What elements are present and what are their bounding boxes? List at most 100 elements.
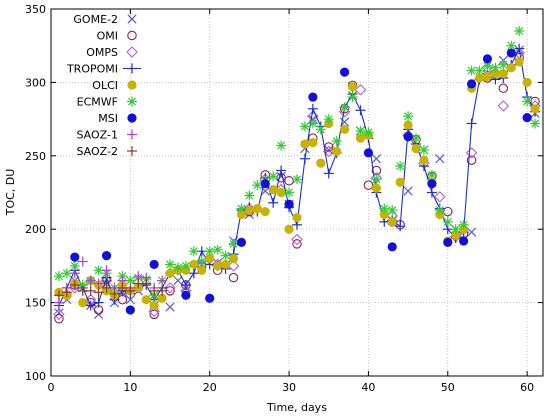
data-point-ecmwf [252,180,263,191]
data-point-olci [284,224,294,234]
data-point-ecmwf [268,171,279,182]
data-point-tropomi [514,43,525,54]
legend-item-ecmwf: ECMWF [77,96,137,109]
data-point-ecmwf [450,224,461,235]
data-point-olci [530,104,540,114]
data-point-gome-2 [435,154,445,164]
data-point-ecmwf [188,246,199,257]
data-point-saoz-1 [77,256,88,267]
legend-label: ECMWF [77,96,118,109]
data-point-olci [395,177,405,187]
y-tick-label: 350 [25,3,46,16]
data-point-olci [157,293,167,303]
data-point-omps [465,147,478,159]
x-axis-label: Time, days [266,401,327,414]
legend-item-tropomi: TROPOMI [66,63,141,76]
grid [50,8,543,377]
data-point-ecmwf [458,219,469,230]
data-point-olci [213,261,223,271]
data-point-olci [379,209,389,220]
data-point-ecmwf [371,174,382,185]
data-point-tropomi [180,279,191,290]
legend-marker [127,80,137,90]
data-point-olci [403,120,413,130]
data-point-omps [164,282,176,294]
legend-label: MSI [98,112,118,125]
data-point-ecmwf [244,190,255,201]
data-point-saoz-2 [101,282,112,293]
data-point-olci [411,143,421,154]
data-point-msi [427,179,437,189]
data-point-tropomi [188,268,199,279]
data-point-msi [236,237,247,248]
series-saoz-2 [53,278,168,301]
data-point-olci [340,124,350,134]
data-point-ecmwf [315,124,326,135]
y-tick-label: 100 [25,370,46,383]
legend-label: SAOZ-2 [77,145,119,158]
series-ecmwf [53,26,541,301]
data-point-saoz-1 [101,265,112,276]
legend-label: TROPOMI [66,63,118,76]
data-point-gome-2 [165,302,175,312]
data-point-omps [434,191,446,203]
data-point-ecmwf [196,256,207,267]
data-point-msi [506,48,516,58]
data-point-tropomi [466,118,477,129]
data-point-olci [78,298,88,308]
data-point-olci [490,68,500,79]
legend-marker [127,14,137,24]
data-point-ecmwf [466,65,477,76]
data-point-olci [300,139,310,149]
data-point-olci [189,259,199,270]
data-point-msi [522,113,532,123]
legend-item-omi: OMI [97,30,137,43]
data-point-omi [443,206,453,217]
data-point-olci [276,187,286,198]
data-point-ecmwf [379,203,390,214]
data-point-omps [53,308,65,321]
x-tick-label: 40 [361,381,375,394]
data-point-omps [148,305,160,318]
data-point-ecmwf [323,114,334,125]
data-point-tropomi [276,165,287,176]
data-point-tropomi [268,197,279,208]
data-point-msi [125,305,135,315]
data-point-olci [236,209,247,220]
data-point-olci [220,259,231,270]
data-point-saoz-2 [93,287,104,298]
legend-label: OMPS [86,46,118,59]
data-point-omi [54,313,64,324]
data-point-gome-2 [371,154,381,164]
series-olci [54,57,540,311]
data-point-ecmwf [93,265,104,276]
data-point-msi [340,67,350,77]
legend-item-omps: OMPS [86,46,138,59]
data-point-olci [522,77,532,87]
data-point-saoz-2 [61,287,72,298]
data-point-msi [387,242,397,252]
data-point-ecmwf [228,238,239,249]
data-point-gome-2 [324,145,334,155]
data-point-saoz-1 [157,275,168,286]
legend-item-olci: OLCI [92,79,137,92]
data-point-tropomi [93,297,104,308]
data-point-ecmwf [426,169,437,180]
legend-label: OMI [97,30,118,43]
data-point-msi [205,293,215,303]
data-point-omi [363,180,374,190]
data-point-ecmwf [482,61,493,72]
data-point-msi [482,54,493,64]
data-point-ecmwf [204,246,215,257]
data-point-olci [451,230,461,240]
data-point-ecmwf [276,140,287,151]
data-point-olci [260,206,270,217]
legend-marker [127,129,137,140]
legend-item-msi: MSI [98,112,137,125]
x-tick-label: 30 [282,381,296,394]
data-point-ecmwf [395,161,406,172]
data-point-olci [355,133,366,143]
data-point-olci [197,265,207,275]
data-point-msi [308,92,318,102]
data-point-msi [149,259,159,270]
